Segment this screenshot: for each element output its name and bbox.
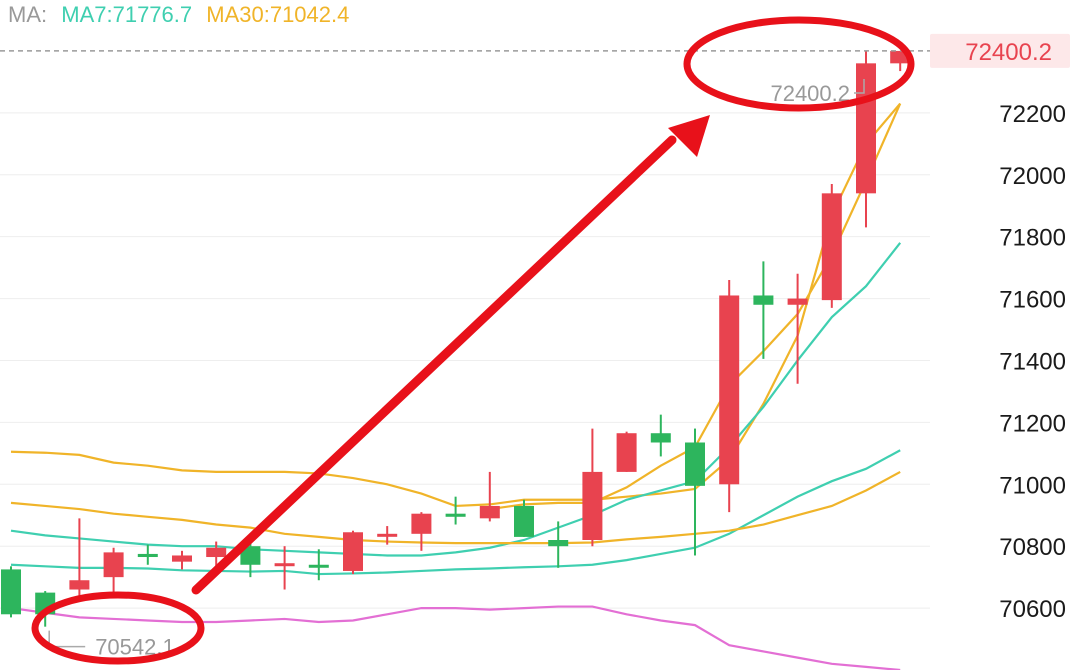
candle-body: [616, 433, 637, 472]
y-tick-label: 70600: [999, 596, 1066, 623]
current-price-tag: [930, 33, 1070, 68]
candle-body: [274, 563, 295, 567]
candle-body: [343, 532, 363, 571]
candle-body: [1, 569, 21, 615]
candle-body: [514, 505, 534, 537]
y-tick-label: 71800: [999, 225, 1066, 252]
ma-legend-prefix: MA:: [8, 2, 47, 27]
y-tick-label: 72200: [999, 101, 1066, 128]
high-annotation-circle: [683, 16, 915, 112]
candle-body: [172, 555, 192, 562]
candle-body: [856, 63, 876, 194]
candle-body: [103, 552, 124, 578]
y-tick-label: 70800: [999, 534, 1066, 561]
candle-body: [411, 513, 432, 534]
current-price-value: 72400.2: [965, 39, 1052, 66]
candle-body: [650, 433, 671, 443]
ma30-legend: MA30:71042.4: [206, 2, 349, 27]
indicator-lines: [10, 102, 902, 670]
low-marker-leader: [48, 630, 86, 648]
candle-body: [137, 553, 158, 558]
candle-body: [240, 546, 261, 565]
ma-legend: MA: MA7:71776.7 MA30:71042.4: [8, 2, 349, 27]
high-price-label: 72400.2: [770, 81, 850, 106]
candle-body: [479, 505, 500, 519]
y-tick-label: 72000: [999, 163, 1066, 190]
ma-teal-line: [10, 449, 901, 576]
candle-body: [787, 298, 808, 305]
trend-arrow-shaft: [191, 135, 677, 595]
band-middle-line: [10, 242, 902, 557]
y-tick-label: 71000: [999, 472, 1066, 499]
candle-body: [719, 295, 740, 485]
y-tick-label: 71400: [999, 348, 1066, 375]
high-marker-leader: [854, 78, 865, 94]
ma7-legend: MA7:71776.7: [61, 2, 192, 27]
candle-body: [685, 442, 705, 486]
candle-body: [377, 533, 398, 537]
trend-arrow-head: [668, 115, 710, 157]
y-tick-label: 71600: [999, 287, 1066, 314]
low-annotation-circle: [31, 591, 205, 665]
band-lower-line: [10, 605, 901, 670]
candle-body: [69, 580, 90, 590]
candle-body: [821, 193, 842, 301]
grid-lines: [0, 112, 930, 609]
candle-body: [206, 547, 227, 558]
candle-body: [548, 540, 569, 547]
y-tick-label: 71200: [999, 410, 1066, 437]
candle-body: [582, 471, 603, 540]
candle-body: [308, 564, 329, 568]
candle-body: [753, 295, 774, 305]
candles: [1, 50, 911, 627]
price-axis: 70600 70800 71000 71200 71400 71600 71800 72000…: [999, 101, 1066, 623]
ma-orange-line: [10, 470, 901, 545]
candle-body: [445, 513, 466, 517]
